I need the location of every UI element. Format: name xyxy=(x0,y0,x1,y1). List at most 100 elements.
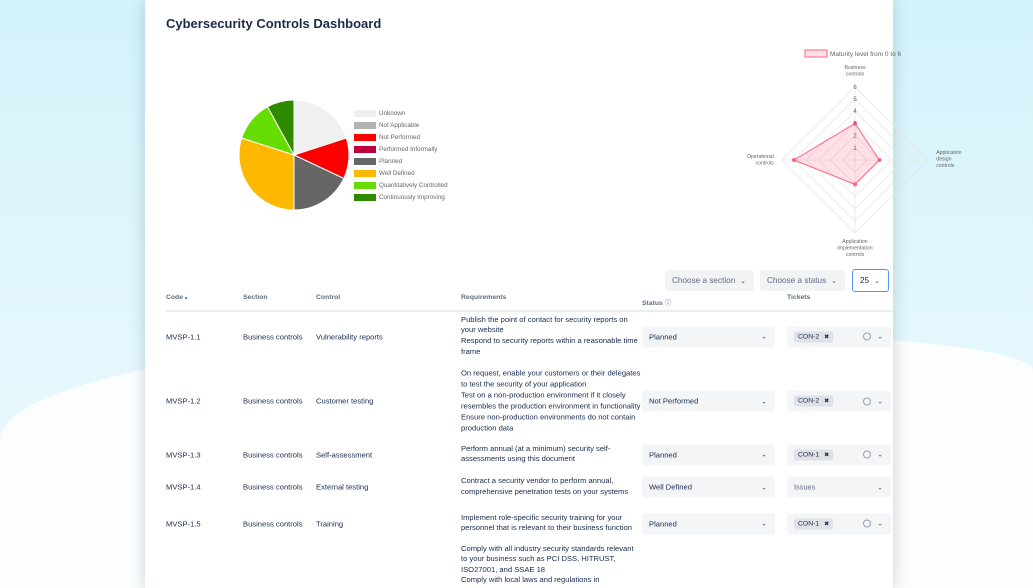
info-icon[interactable]: ⓘ xyxy=(664,300,672,307)
remove-tag-icon[interactable]: ✖ xyxy=(824,452,830,458)
status-select[interactable]: Planned ⌄ xyxy=(642,326,775,347)
ticket-label: CON-1 xyxy=(798,451,820,458)
legend-item[interactable]: Not Applicable xyxy=(354,119,448,131)
page-size-select[interactable]: 25 ⌄ xyxy=(852,269,889,292)
legend-item[interactable]: Continuously Improving xyxy=(354,192,448,204)
table-row: MVSP-1.3 Business controls Self-assessme… xyxy=(145,442,893,467)
ticket-tag[interactable]: CON-2 ✖ xyxy=(794,395,834,407)
clear-icon[interactable]: × xyxy=(863,519,871,528)
radar-tick-label: 1 xyxy=(853,146,857,152)
legend-swatch xyxy=(354,170,376,178)
control-cell: Self-assessment xyxy=(316,450,373,459)
status-value: Well Defined xyxy=(649,482,692,492)
remove-tag-icon[interactable]: ✖ xyxy=(824,398,830,405)
radar-axis-label: Application xyxy=(842,239,867,245)
control-cell: External testing xyxy=(316,482,369,492)
tickets-select[interactable]: CON-1 ✖ × ⌄ xyxy=(787,513,891,534)
status-value: Not Performed xyxy=(649,396,699,406)
status-header-label: Status xyxy=(642,300,663,307)
status-filter[interactable]: Choose a status ⌄ xyxy=(760,270,845,291)
section-filter[interactable]: Choose a section ⌄ xyxy=(665,270,754,291)
section-cell: Business controls xyxy=(243,519,303,528)
column-header-code[interactable]: Code ▴ xyxy=(166,294,187,301)
legend-item[interactable]: Well Defined xyxy=(354,167,448,179)
status-value: Planned xyxy=(649,450,677,459)
tickets-select[interactable]: CON-2 ✖ × ⌄ xyxy=(787,326,891,347)
chevron-down-icon: ⌄ xyxy=(740,277,746,285)
requirements-cell: Comply with all industry security standa… xyxy=(461,544,641,586)
requirement-item: Perform annual (at a minimum) security s… xyxy=(461,443,611,464)
radar-axis-label: design xyxy=(936,157,951,163)
chevron-down-icon: ⌄ xyxy=(877,398,883,405)
radar-data-point[interactable] xyxy=(853,121,857,126)
section-cell: Business controls xyxy=(243,396,303,406)
legend-item[interactable]: Quantitatively Controlled xyxy=(354,180,448,192)
legend-swatch xyxy=(354,109,376,117)
ticket-label: CON-1 xyxy=(798,520,820,527)
status-select[interactable]: Not Performed ⌄ xyxy=(642,390,775,412)
status-select[interactable]: Planned ⌄ xyxy=(642,513,775,534)
radar-data-point[interactable] xyxy=(877,158,882,162)
column-header-section[interactable]: Section xyxy=(243,294,268,301)
chevron-down-icon: ⌄ xyxy=(761,398,767,405)
remove-tag-icon[interactable]: ✖ xyxy=(824,521,830,527)
section-header-label: Section xyxy=(243,294,268,301)
table-row: MVSP-1.1 Business controls Vulnerability… xyxy=(145,313,893,360)
requirement-item: Contract a security vendor to perform an… xyxy=(461,476,629,496)
clear-icon[interactable]: × xyxy=(863,450,871,459)
radar-tick-label: 5 xyxy=(853,97,857,103)
ticket-label: CON-2 xyxy=(798,397,820,405)
pie-slice-continuously-improving[interactable] xyxy=(266,99,295,156)
clear-icon[interactable]: × xyxy=(863,397,871,405)
status-select[interactable]: Planned ⌄ xyxy=(642,444,775,465)
legend-label: Not Performed xyxy=(379,133,420,141)
radar-legend-label[interactable]: Maturity level from 0 to 6 xyxy=(830,51,902,58)
header-divider xyxy=(166,310,893,312)
legend-item[interactable]: Planned xyxy=(354,155,448,167)
control-cell: Customer testing xyxy=(316,396,374,406)
code-header-label: Code xyxy=(166,294,183,301)
ticket-tag[interactable]: CON-1 ✖ xyxy=(794,449,834,460)
radar-axis-label: controls xyxy=(936,163,955,169)
tickets-select[interactable]: Issues ⌄ xyxy=(787,476,891,498)
legend-item[interactable]: Unknown xyxy=(354,107,448,119)
status-select[interactable]: Well Defined ⌄ xyxy=(642,476,775,498)
tickets-placeholder: Issues xyxy=(794,482,816,492)
requirement-item: Test on a non-production environment if … xyxy=(461,390,641,410)
chevron-down-icon: ⌄ xyxy=(877,451,883,459)
control-header-label: Control xyxy=(316,294,341,301)
column-header-status: Status ⓘ xyxy=(642,297,671,307)
legend-swatch xyxy=(354,145,376,153)
clear-icon[interactable]: × xyxy=(863,332,871,341)
column-header-control[interactable]: Control xyxy=(316,294,340,301)
section-cell: Business controls xyxy=(243,482,303,492)
tickets-select[interactable]: CON-2 ✖ × ⌄ xyxy=(787,390,891,412)
requirement-item: Publish the point of contact for securit… xyxy=(461,314,628,335)
status-value: Planned xyxy=(649,332,677,341)
ticket-tag[interactable]: CON-1 ✖ xyxy=(794,518,834,529)
radar-axis-label: controls xyxy=(846,71,865,77)
radar-chart: 123456BusinesscontrolsApplicationdesignc… xyxy=(747,49,962,258)
legend-item[interactable]: Not Performed xyxy=(354,131,448,143)
radar-data-point[interactable] xyxy=(853,182,857,187)
ticket-tag[interactable]: CON-2 ✖ xyxy=(794,331,834,342)
tickets-select[interactable]: CON-1 ✖ × ⌄ xyxy=(787,444,891,465)
code-cell: MVSP-1.1 xyxy=(166,332,201,341)
pie-slice-unknown[interactable] xyxy=(293,99,347,156)
radar-axis-label: Application xyxy=(936,150,961,156)
remove-tag-icon[interactable]: ✖ xyxy=(824,334,830,340)
control-cell: Vulnerability reports xyxy=(316,332,383,341)
section-cell: Business controls xyxy=(243,450,303,459)
pie-slice-planned[interactable] xyxy=(293,154,345,211)
page-size-value: 25 xyxy=(860,276,870,285)
radar-data-point[interactable] xyxy=(792,158,796,162)
status-value: Planned xyxy=(649,519,677,528)
code-cell: MVSP-1.4 xyxy=(166,482,201,492)
pie-slice-well-defined[interactable] xyxy=(238,137,295,211)
legend-swatch xyxy=(354,194,376,202)
radar-axis-label: controls xyxy=(756,161,775,167)
radar-legend-swatch xyxy=(804,49,828,58)
pie-chart xyxy=(238,99,350,211)
radar-axis-label: controls xyxy=(846,252,865,258)
legend-item[interactable]: Performed Informally xyxy=(354,143,448,155)
